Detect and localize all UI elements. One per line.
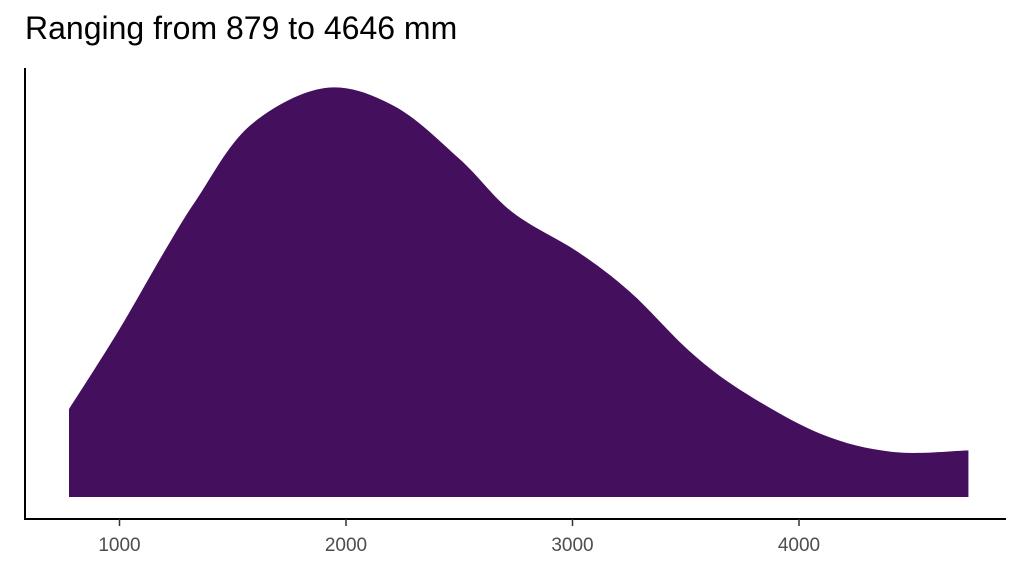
- x-tick-label: 4000: [778, 535, 820, 556]
- chart-title: Ranging from 879 to 4646 mm: [25, 10, 458, 46]
- x-tick-label: 1000: [98, 535, 140, 556]
- x-tick-label: 2000: [325, 535, 367, 556]
- x-tick-label: 3000: [551, 535, 593, 556]
- density-area: [68, 87, 969, 497]
